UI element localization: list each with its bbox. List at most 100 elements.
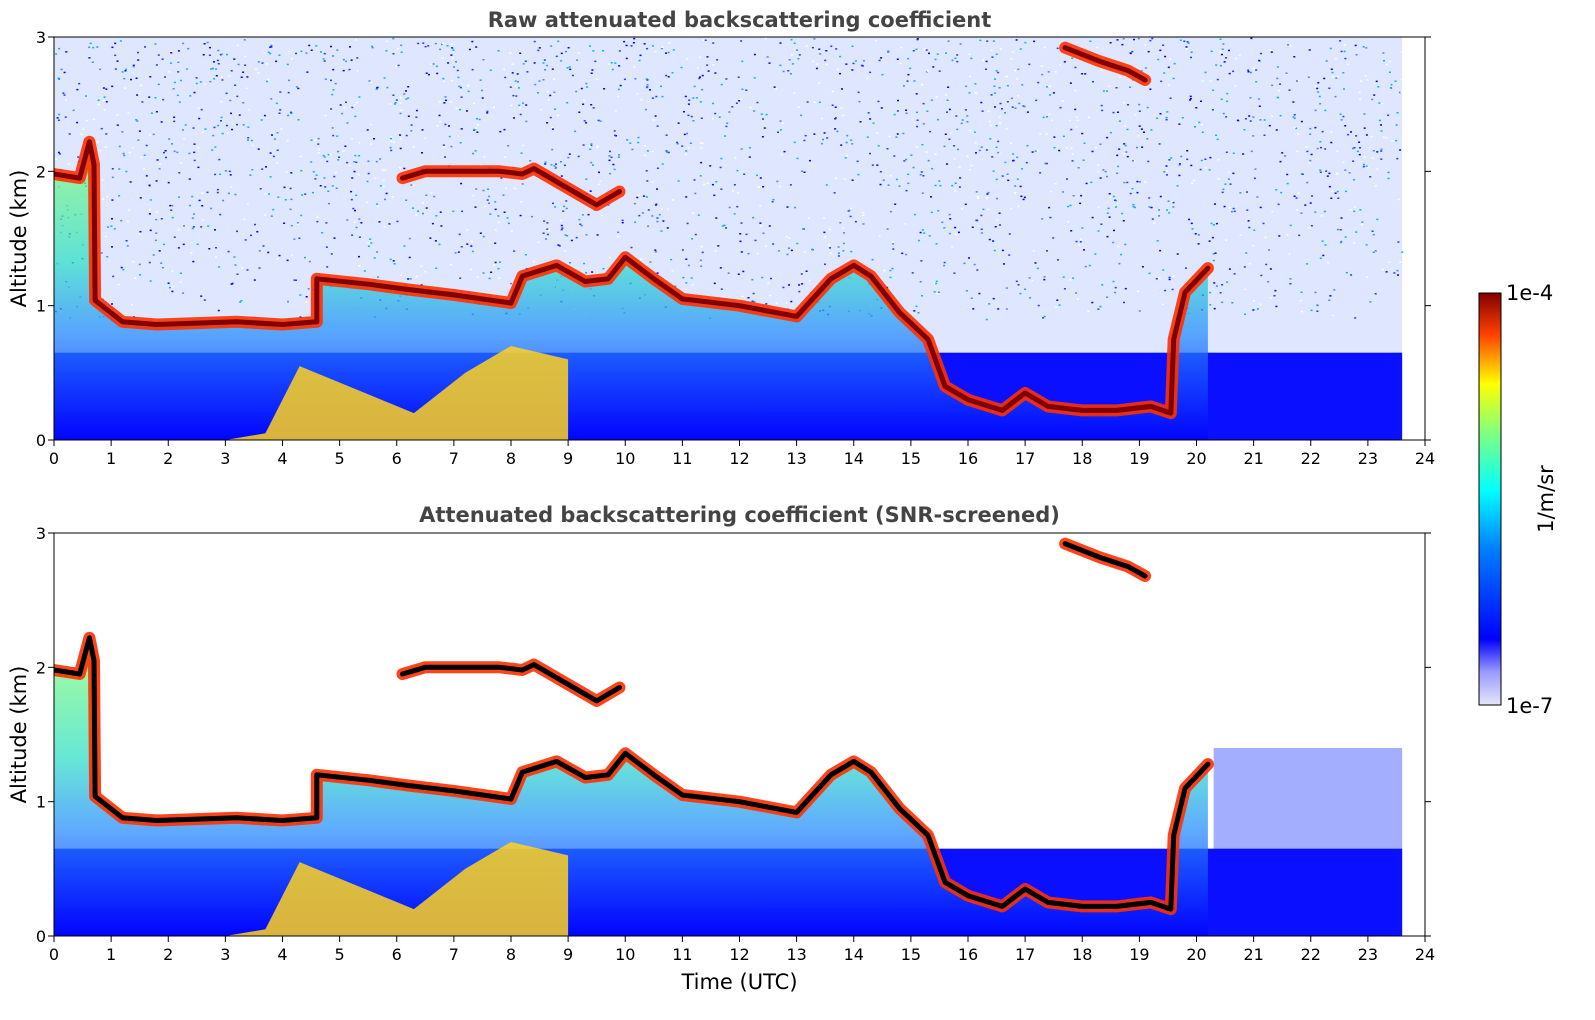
noise-dot	[596, 145, 599, 147]
noise-dot	[1314, 291, 1317, 294]
noise-dot	[824, 236, 826, 238]
noise-dot	[1310, 309, 1313, 312]
noise-dot	[655, 95, 658, 98]
noise-dot	[323, 60, 326, 62]
noise-dot	[580, 224, 583, 227]
noise-dot	[1352, 147, 1354, 150]
noise-dot	[236, 123, 238, 126]
noise-dot	[366, 201, 369, 204]
noise-dot	[1253, 300, 1255, 302]
noise-dot	[566, 235, 569, 237]
noise-dot	[741, 88, 744, 90]
noise-dot	[594, 60, 597, 63]
noise-dot	[429, 63, 432, 66]
noise-dot	[543, 59, 546, 61]
noise-dot	[1141, 146, 1144, 148]
noise-dot	[699, 175, 702, 177]
noise-dot	[739, 240, 742, 243]
noise-dot	[116, 60, 119, 62]
noise-dot	[1183, 40, 1186, 42]
noise-dot	[973, 263, 976, 266]
noise-dot	[505, 187, 508, 190]
noise-dot	[177, 247, 180, 249]
noise-dot	[1243, 266, 1246, 268]
noise-dot	[1362, 165, 1365, 168]
panel-screened: Attenuated backscattering coefficient (S…	[7, 503, 1435, 994]
noise-dot	[921, 229, 924, 231]
noise-dot	[691, 238, 693, 240]
noise-dot	[630, 45, 633, 47]
noise-dot	[460, 128, 463, 130]
noise-dot	[471, 68, 474, 71]
noise-dot	[267, 51, 270, 53]
noise-dot	[1168, 278, 1171, 281]
noise-dot	[260, 119, 263, 121]
noise-dot	[666, 151, 669, 153]
noise-dot	[947, 40, 950, 42]
noise-dot	[305, 301, 308, 303]
noise-dot	[1252, 116, 1255, 118]
panel-raw: Raw attenuated backscattering coefficien…	[7, 8, 1435, 468]
noise-dot	[654, 251, 657, 253]
x-tick-label: 9	[563, 449, 573, 468]
noise-dot	[1293, 195, 1296, 197]
noise-dot	[385, 40, 388, 43]
noise-dot	[494, 242, 497, 244]
noise-dot	[1356, 150, 1359, 153]
x-tick-label: 7	[449, 945, 459, 964]
noise-dot	[759, 177, 762, 179]
noise-dot	[1380, 158, 1383, 160]
noise-dot	[60, 68, 63, 71]
noise-dot	[1091, 301, 1094, 304]
noise-dot	[981, 110, 984, 112]
noise-dot	[937, 210, 940, 212]
noise-dot	[510, 230, 513, 232]
noise-dot	[831, 104, 834, 106]
noise-dot	[215, 256, 217, 258]
noise-dot	[1359, 209, 1362, 211]
noise-dot	[182, 42, 185, 45]
noise-dot	[803, 139, 806, 142]
noise-dot	[139, 231, 142, 233]
noise-dot	[451, 43, 453, 46]
noise-dot	[1256, 308, 1259, 310]
noise-dot	[1019, 48, 1022, 50]
noise-dot	[596, 234, 599, 236]
noise-dot	[544, 69, 547, 71]
noise-dot	[699, 76, 701, 78]
noise-dot	[370, 81, 373, 83]
noise-dot	[1046, 250, 1048, 252]
noise-dot	[433, 195, 436, 198]
noise-dot	[397, 64, 400, 67]
noise-dot	[183, 225, 185, 227]
noise-dot	[234, 84, 237, 86]
noise-dot	[567, 47, 570, 49]
noise-dot	[658, 213, 661, 216]
noise-dot	[1042, 116, 1045, 119]
x-tick-label: 18	[1072, 449, 1092, 468]
noise-dot	[903, 160, 906, 162]
noise-dot	[467, 85, 470, 87]
noise-dot	[135, 119, 138, 121]
noise-dot	[1340, 217, 1343, 219]
x-tick-label: 20	[1186, 449, 1206, 468]
noise-dot	[1222, 43, 1225, 45]
noise-dot	[554, 167, 557, 169]
x-tick-label: 14	[844, 945, 864, 964]
noise-dot	[514, 80, 517, 82]
noise-dot	[217, 309, 220, 312]
noise-dot	[1049, 94, 1051, 96]
noise-dot	[1377, 86, 1380, 88]
noise-dot	[1199, 168, 1202, 171]
noise-dot	[694, 192, 697, 195]
noise-dot	[798, 290, 801, 293]
x-tick-label: 13	[786, 449, 806, 468]
noise-dot	[1342, 72, 1345, 74]
noise-dot	[290, 172, 293, 174]
noise-dot	[1319, 171, 1322, 173]
noise-dot	[140, 84, 143, 87]
noise-dot	[557, 40, 560, 43]
noise-dot	[946, 111, 948, 113]
noise-dot	[118, 195, 121, 197]
noise-dot	[701, 88, 704, 91]
